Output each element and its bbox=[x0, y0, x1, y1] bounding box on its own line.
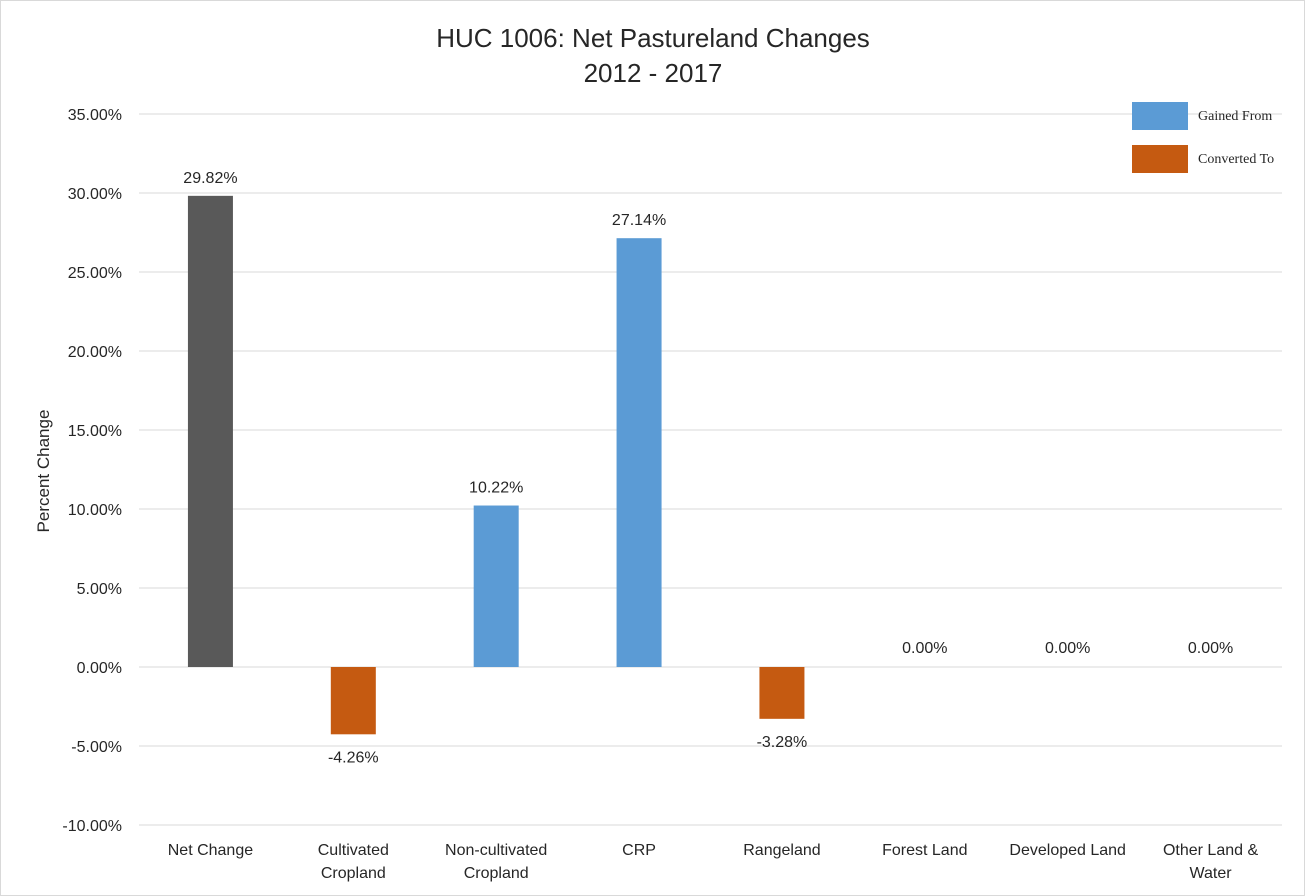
y-tick-label: 30.00% bbox=[68, 186, 122, 203]
y-tick-label: 25.00% bbox=[68, 265, 122, 282]
legend-swatch-gained bbox=[1132, 102, 1188, 130]
y-tick-label: -5.00% bbox=[71, 739, 122, 756]
data-label-4: -3.28% bbox=[757, 734, 808, 751]
y-tick-label: 10.00% bbox=[68, 502, 122, 519]
chart-title-line-2: 2012 - 2017 bbox=[584, 58, 723, 88]
bars bbox=[187, 195, 805, 735]
data-label-3: 27.14% bbox=[612, 212, 666, 229]
category-label: Cropland bbox=[321, 865, 386, 882]
bar-0 bbox=[187, 195, 233, 667]
data-label-2: 10.22% bbox=[469, 480, 523, 497]
y-tick-label: -10.00% bbox=[62, 818, 122, 835]
bar-1 bbox=[330, 667, 376, 735]
y-tick-label: 35.00% bbox=[68, 107, 122, 124]
bar-2 bbox=[473, 505, 519, 667]
category-label: CRP bbox=[622, 842, 656, 859]
data-label-7: 0.00% bbox=[1188, 640, 1233, 657]
y-axis-label: Percent Change bbox=[34, 410, 53, 533]
category-label: Water bbox=[1190, 865, 1233, 882]
category-labels: Net Change Cultivated Cropland Non-cultivat… bbox=[168, 842, 1259, 882]
y-tick-label: 15.00% bbox=[68, 423, 122, 440]
y-tick-label: 20.00% bbox=[68, 344, 122, 361]
y-tick-label: 5.00% bbox=[77, 581, 122, 598]
data-label-5: 0.00% bbox=[902, 640, 947, 657]
y-tick-label: 0.00% bbox=[77, 660, 122, 677]
category-label: Net Change bbox=[168, 842, 253, 859]
category-label: Cropland bbox=[464, 865, 529, 882]
data-label-6: 0.00% bbox=[1045, 640, 1090, 657]
category-label: Cultivated bbox=[318, 842, 389, 859]
bar-3 bbox=[616, 238, 662, 668]
category-label: Other Land & bbox=[1163, 842, 1259, 859]
legend-label-converted: Converted To bbox=[1198, 152, 1274, 167]
legend-swatch-converted bbox=[1132, 145, 1188, 173]
category-label: Rangeland bbox=[743, 842, 820, 859]
category-label: Developed Land bbox=[1009, 842, 1126, 859]
chart-title-line-1: HUC 1006: Net Pastureland Changes bbox=[436, 23, 870, 53]
bar-4 bbox=[759, 667, 805, 719]
category-label: Forest Land bbox=[882, 842, 967, 859]
y-axis-ticks: -10.00% -5.00% 0.00% 5.00% 10.00% 15.00% 20.00… bbox=[62, 107, 122, 835]
data-labels: 29.82% -4.26% 10.22% 27.14% -3.28% 0.00% 0.00%… bbox=[183, 170, 1233, 766]
gridlines bbox=[139, 113, 1282, 826]
data-label-0: 29.82% bbox=[183, 170, 237, 187]
category-label: Non-cultivated bbox=[445, 842, 547, 859]
legend-label-gained: Gained From bbox=[1198, 109, 1272, 124]
data-label-1: -4.26% bbox=[328, 749, 379, 766]
legend: Gained From Converted To bbox=[1132, 102, 1274, 173]
